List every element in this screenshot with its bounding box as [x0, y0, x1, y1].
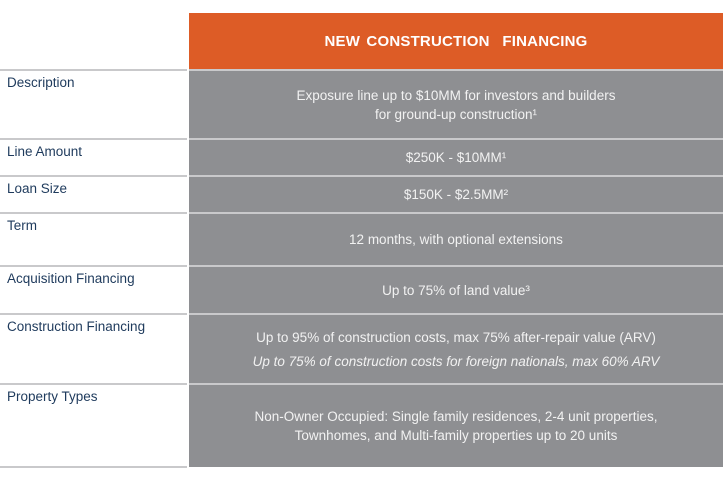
- value-line: $150K - $2.5MM²: [403, 187, 509, 202]
- row-label: Description: [0, 69, 187, 138]
- value-note: Up to 75% of construction costs for fore…: [252, 353, 660, 369]
- value-line: Up to 75% of land value³: [382, 282, 530, 298]
- value-line: Exposure line up to $10MM for investors …: [296, 87, 616, 103]
- row-value: $150K - $2.5MM²: [189, 175, 723, 212]
- table-row: Construction Financing Up to 95% of cons…: [0, 313, 723, 383]
- row-label: Term: [0, 212, 187, 265]
- row-value: Non-Owner Occupied: Single family reside…: [189, 383, 723, 467]
- table-header: NEW CONSTRUCTION FINANCING: [189, 13, 723, 69]
- table-row: Acquisition Financing Up to 75% of land …: [0, 265, 723, 313]
- row-value: Up to 75% of land value³: [189, 265, 723, 313]
- value-line: Townhomes, and Multi-family properties u…: [294, 428, 618, 443]
- row-value: $250K - $10MM¹: [189, 138, 723, 175]
- row-label: Acquisition Financing: [0, 265, 187, 313]
- value-line: Non-Owner Occupied: Single family reside…: [254, 409, 658, 424]
- table-row: Property Types Non-Owner Occupied: Singl…: [0, 383, 723, 467]
- value-line: for ground-up construction¹: [374, 106, 538, 122]
- header-title: NEW CONSTRUCTION FINANCING: [324, 32, 588, 50]
- row-label: Line Amount: [0, 138, 187, 175]
- row-value: Exposure line up to $10MM for investors …: [189, 69, 723, 138]
- table-row: Line Amount $250K - $10MM¹: [0, 138, 723, 175]
- row-label: Property Types: [0, 383, 187, 467]
- value-line: $250K - $10MM¹: [405, 150, 507, 165]
- row-value: 12 months, with optional extensions: [189, 212, 723, 265]
- bottom-divider: [0, 466, 187, 468]
- table-row: Loan Size $150K - $2.5MM²: [0, 175, 723, 212]
- row-value: Up to 95% of construction costs, max 75%…: [189, 313, 723, 383]
- table-row: Term 12 months, with optional extensions: [0, 212, 723, 265]
- table-row: Description Exposure line up to $10MM fo…: [0, 69, 723, 138]
- row-label: Construction Financing: [0, 313, 187, 383]
- row-label: Loan Size: [0, 175, 187, 212]
- value-line: Up to 95% of construction costs, max 75%…: [256, 329, 656, 345]
- value-line: 12 months, with optional extensions: [349, 232, 563, 247]
